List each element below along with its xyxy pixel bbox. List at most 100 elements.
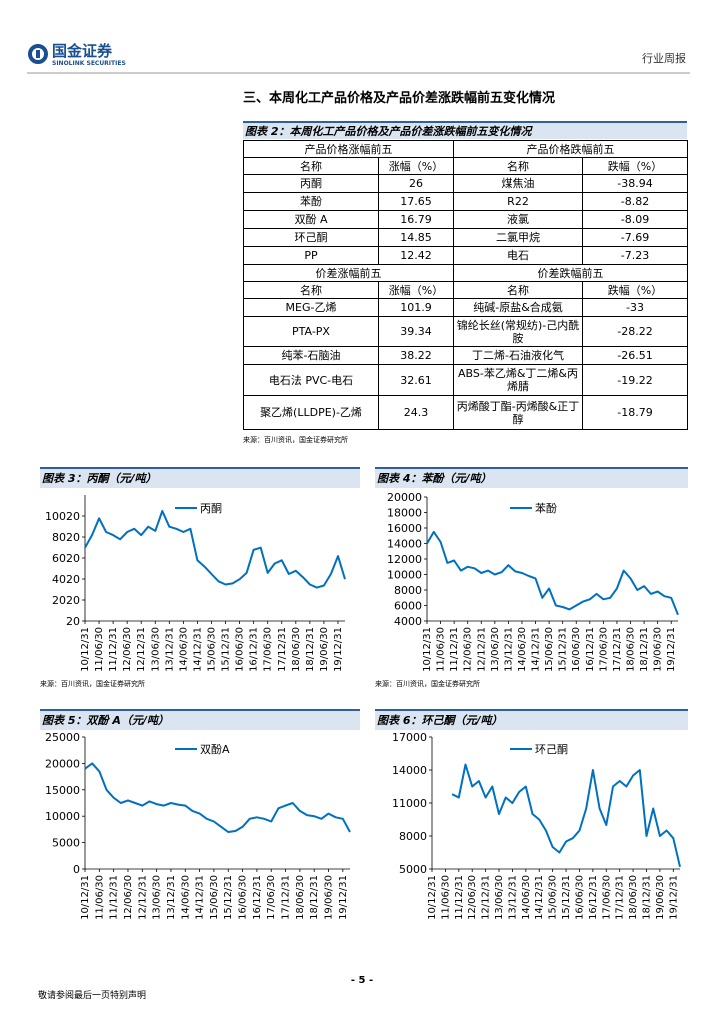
table-cell: 32.61 (378, 364, 454, 396)
y-tick-label: 20000 (45, 757, 80, 770)
x-tick-label: 17/12/31 (277, 627, 288, 672)
x-tick-label: 11/12/31 (454, 875, 465, 920)
y-tick-label: 6000 (394, 600, 422, 613)
table-row: 名称 涨幅（%） 名称 跌幅（%） (243, 281, 688, 299)
x-tick-label: 19/12/31 (333, 627, 344, 672)
legend-label: 丙酮 (200, 502, 222, 515)
series-line (84, 762, 351, 833)
table-cell: 39.34 (378, 316, 454, 347)
table-cell: -33 (582, 298, 688, 317)
x-tick-label: 18/06/30 (295, 875, 306, 920)
group-header: 价差涨幅前五 (243, 264, 454, 282)
chart-title: 图表 6：环己酮（元/吨） (377, 714, 503, 727)
x-tick-label: 14/12/31 (192, 627, 203, 672)
table-cell: 二氯甲烷 (453, 228, 583, 247)
table-cell: 纯苯-石脑油 (243, 346, 379, 365)
x-tick-label: 16/12/31 (249, 627, 260, 672)
column-header: 跌幅（%） (582, 157, 688, 175)
table-cell: 锦纶长丝(常规纺)-己内酰胺 (453, 316, 583, 347)
x-tick-label: 14/12/31 (534, 875, 545, 920)
table-cell: -18.79 (582, 395, 688, 430)
x-tick-label: 18/06/30 (628, 875, 639, 920)
x-tick-label: 13/06/30 (152, 875, 163, 920)
group-header: 产品价格涨幅前五 (243, 140, 454, 158)
x-tick-label: 12/06/30 (122, 627, 133, 672)
page-number: - 5 - (351, 975, 373, 986)
table-cell: PTA-PX (243, 316, 379, 347)
y-tick-label: 8000 (399, 830, 427, 843)
table-source: 来源：百川资讯，国金证券研究所 (243, 436, 348, 444)
table-cell: 环己酮 (243, 228, 379, 247)
table-row: 价差涨幅前五 价差跌幅前五 (243, 264, 688, 282)
x-tick-label: 14/12/31 (531, 627, 542, 672)
table-cell: 14.85 (378, 228, 454, 247)
logo-icon (28, 44, 48, 64)
y-tick-label: 5000 (399, 863, 427, 876)
legend-label: 苯酚 (535, 501, 557, 515)
y-tick-label: 8000 (394, 584, 422, 597)
x-tick-label: 12/12/31 (136, 627, 147, 672)
x-tick-label: 11/06/30 (94, 627, 105, 672)
group-header: 产品价格跌幅前五 (453, 140, 688, 158)
group-header: 价差跌幅前五 (453, 264, 688, 282)
x-tick-label: 13/06/30 (490, 627, 501, 672)
x-tick-label: 11/06/30 (94, 875, 105, 920)
y-tick-label: 14000 (392, 764, 427, 777)
table-row: MEG-乙烯 101.9 纯碱-原盐&合成氨 -33 (243, 298, 688, 317)
column-header: 名称 (453, 281, 583, 299)
x-tick-label: 17/06/30 (598, 627, 609, 672)
x-tick-label: 19/06/30 (324, 875, 335, 920)
x-tick-label: 10/12/31 (80, 875, 91, 920)
y-tick-label: 8020 (52, 531, 80, 544)
table-cell: 液氯 (453, 210, 583, 229)
x-tick-label: 19/06/30 (653, 627, 664, 672)
x-tick-label: 12/12/31 (137, 875, 148, 920)
x-tick-label: 11/06/30 (440, 875, 451, 920)
table-cell: 双酚 A (243, 210, 379, 229)
x-tick-label: 12/06/30 (467, 875, 478, 920)
table-cell: 煤焦油 (453, 174, 583, 193)
table-cell: 26 (378, 174, 454, 193)
data-table: 产品价格涨幅前五 产品价格跌幅前五 名称 涨幅（%） 名称 跌幅（%） 丙酮 26 煤焦油 -38… (243, 140, 688, 430)
column-header: 涨幅（%） (378, 281, 454, 299)
y-tick-label: 0 (73, 863, 80, 876)
x-tick-label: 15/06/30 (544, 627, 555, 672)
x-tick-label: 15/06/30 (209, 875, 220, 920)
report-type: 行业周报 (642, 51, 686, 65)
y-tick-label: 18000 (387, 507, 422, 520)
x-tick-label: 11/06/30 (436, 627, 447, 672)
x-tick-label: 15/12/31 (221, 627, 232, 672)
table-cell: 丁二烯-石油液化气 (453, 346, 583, 365)
y-tick-label: 4000 (394, 615, 422, 628)
x-tick-label: 19/12/31 (668, 875, 679, 920)
x-tick-label: 17/12/31 (281, 875, 292, 920)
x-tick-label: 12/06/30 (463, 627, 474, 672)
x-tick-label: 17/06/30 (263, 627, 274, 672)
x-tick-label: 18/06/30 (626, 627, 637, 672)
table-cell: 101.9 (378, 298, 454, 317)
y-tick-label: 2020 (52, 594, 80, 607)
x-tick-label: 13/12/31 (507, 875, 518, 920)
table-cell: 电石法 PVC-电石 (243, 364, 379, 396)
x-tick-label: 13/06/30 (494, 875, 505, 920)
table-cell: -8.82 (582, 192, 688, 211)
table-cell: -19.22 (582, 364, 688, 396)
x-tick-label: 18/12/31 (641, 875, 652, 920)
x-tick-label: 13/12/31 (166, 875, 177, 920)
x-tick-label: 14/06/30 (517, 627, 528, 672)
x-tick-label: 17/12/31 (612, 627, 623, 672)
x-tick-label: 14/06/30 (180, 875, 191, 920)
chart-caption-bar (375, 710, 688, 730)
x-tick-label: 14/12/31 (195, 875, 206, 920)
y-tick-label: 10020 (45, 510, 80, 523)
y-tick-label: 4020 (52, 573, 80, 586)
y-tick-label: 25000 (45, 731, 80, 744)
y-tick-label: 5000 (52, 837, 80, 850)
table-row: 双酚 A 16.79 液氯 -8.09 (243, 210, 688, 229)
table-cell: -7.23 (582, 246, 688, 265)
table-cell: -7.69 (582, 228, 688, 247)
y-tick-label: 15000 (45, 784, 80, 797)
x-tick-label: 10/12/31 (422, 627, 433, 672)
chart-source: 来源：百川资讯，国金证券研究所 (40, 679, 145, 688)
x-tick-label: 17/06/30 (266, 875, 277, 920)
